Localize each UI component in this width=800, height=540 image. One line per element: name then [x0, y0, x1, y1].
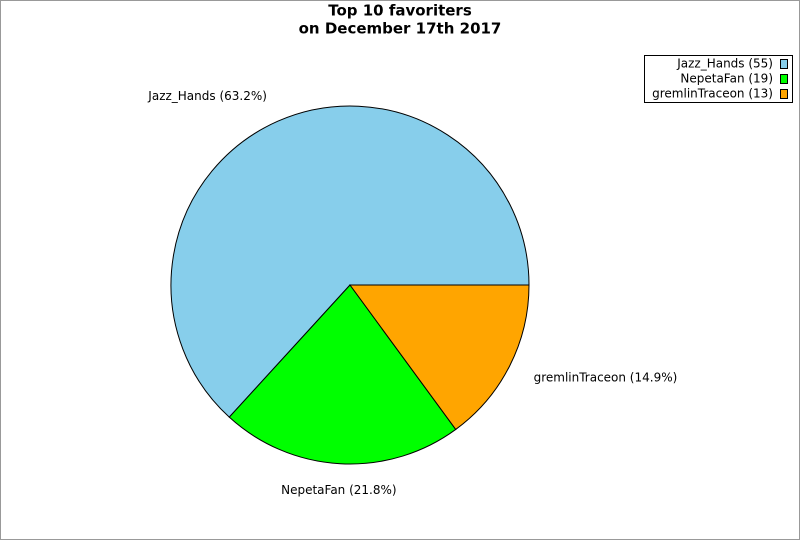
legend-box: [644, 55, 793, 103]
pie-slice: [170, 105, 530, 418]
slice-label: Jazz_Hands (63.2%): [147, 89, 267, 103]
legend-swatch: [780, 59, 788, 69]
legend-label: gremlinTraceon (13): [652, 87, 773, 101]
legend-label: NepetaFan (19): [680, 72, 773, 86]
legend-swatch: [780, 74, 788, 84]
pie-slice: [349, 284, 530, 431]
chart-title: Top 10 favoriters: [328, 2, 472, 20]
slice-label: NepetaFan (21.8%): [281, 483, 396, 497]
pie-slice: [228, 284, 457, 465]
legend-swatch: [780, 89, 788, 99]
slice-label: gremlinTraceon (14.9%): [534, 371, 678, 385]
legend-label: Jazz_Hands (55): [676, 57, 773, 71]
chart-title: on December 17th 2017: [299, 20, 502, 38]
